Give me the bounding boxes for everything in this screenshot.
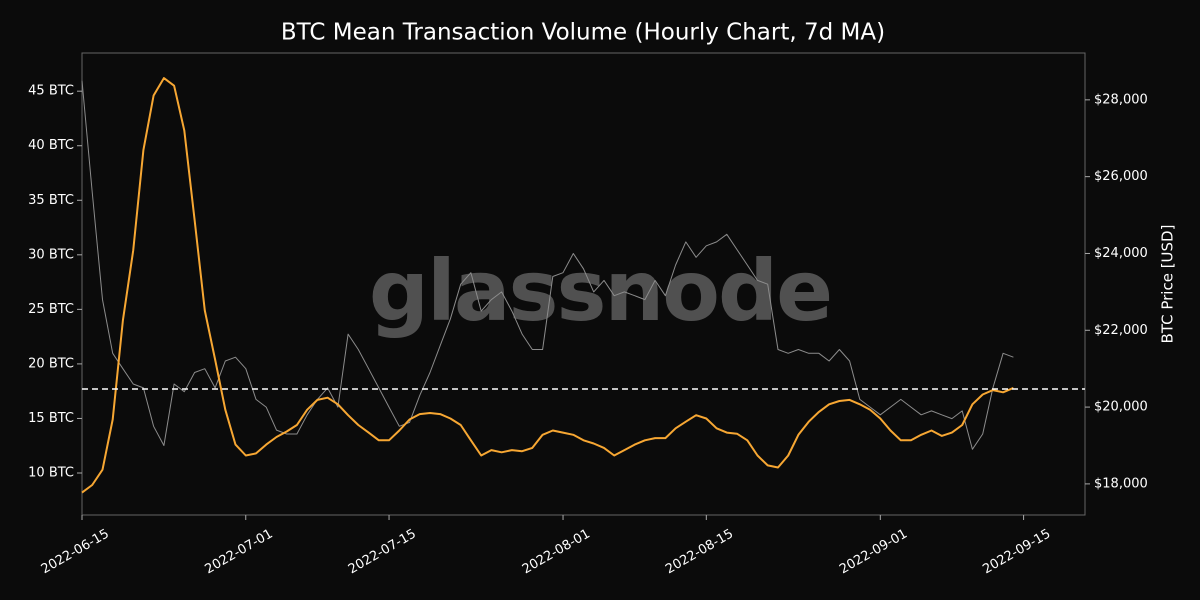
y2-tick-label: $22,000 [1094, 323, 1148, 338]
chart-title: BTC Mean Transaction Volume (Hourly Char… [281, 20, 885, 46]
series-line [81, 77, 1014, 494]
y-tick-label: 10 BTC [28, 466, 74, 481]
y-tick-label: 30 BTC [28, 247, 74, 262]
y2-tick-label: $20,000 [1094, 400, 1148, 415]
y-tick-label: 20 BTC [28, 356, 74, 371]
y-tick-label: 40 BTC [28, 138, 74, 153]
series-line [81, 80, 1014, 450]
y-tick-label: 35 BTC [28, 193, 74, 208]
watermark: glassnode [369, 242, 831, 340]
plot-frame [81, 52, 1086, 516]
y2-tick-label: $24,000 [1094, 246, 1148, 261]
y2-tick-label: $26,000 [1094, 169, 1148, 184]
y2-tick-label: $18,000 [1094, 476, 1148, 491]
y-tick-label: 45 BTC [28, 84, 74, 99]
y-tick-label: 15 BTC [28, 411, 74, 426]
y2-axis-label: BTC Price [USD] [1159, 225, 1177, 344]
y2-tick-label: $28,000 [1094, 92, 1148, 107]
y-tick-label: 25 BTC [28, 302, 74, 317]
